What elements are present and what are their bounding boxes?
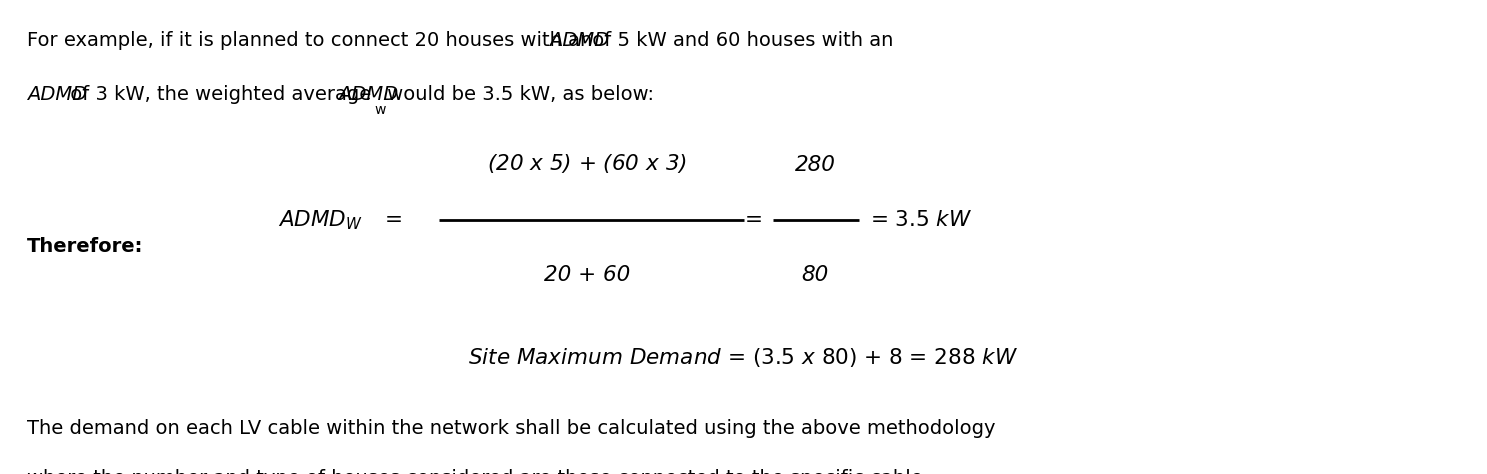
Text: $\mathit{Site\ Maximum\ Demand}$ = (3.5 $\mathit{x}$ 80) + 8 = 288 $\mathit{kW}$: $\mathit{Site\ Maximum\ Demand}$ = (3.5 …: [468, 346, 1019, 369]
Text: ADMD: ADMD: [27, 85, 88, 104]
Text: $\mathit{ADMD}_{W}$: $\mathit{ADMD}_{W}$: [278, 209, 363, 232]
Text: Therefore:: Therefore:: [27, 237, 143, 256]
Text: = 3.5 $\mathit{kW}$: = 3.5 $\mathit{kW}$: [870, 210, 972, 230]
Text: 80: 80: [801, 265, 828, 285]
Text: ADMD: ADMD: [549, 31, 610, 50]
Text: of 5 kW and 60 houses with an: of 5 kW and 60 houses with an: [586, 31, 894, 50]
Text: For example, if it is planned to connect 20 houses with an: For example, if it is planned to connect…: [27, 31, 598, 50]
Text: =: =: [385, 210, 403, 230]
Text: The demand on each LV cable within the network shall be calculated using the abo: The demand on each LV cable within the n…: [27, 419, 995, 438]
Text: =: =: [745, 210, 763, 230]
Text: ADMD: ADMD: [338, 85, 399, 104]
Text: would be 3.5 kW, as below:: would be 3.5 kW, as below:: [381, 85, 654, 104]
Text: 280: 280: [794, 155, 836, 175]
Text: w: w: [375, 103, 387, 118]
Text: where the number and type of houses considered are those connected to the specif: where the number and type of houses cons…: [27, 469, 929, 474]
Text: (20 $\mathit{x}$ 5) + (60 $\mathit{x}$ 3): (20 $\mathit{x}$ 5) + (60 $\mathit{x}$ 3…: [488, 152, 687, 175]
Text: 20 + 60: 20 + 60: [544, 265, 630, 285]
Text: of 3 kW, the weighted average: of 3 kW, the weighted average: [64, 85, 378, 104]
